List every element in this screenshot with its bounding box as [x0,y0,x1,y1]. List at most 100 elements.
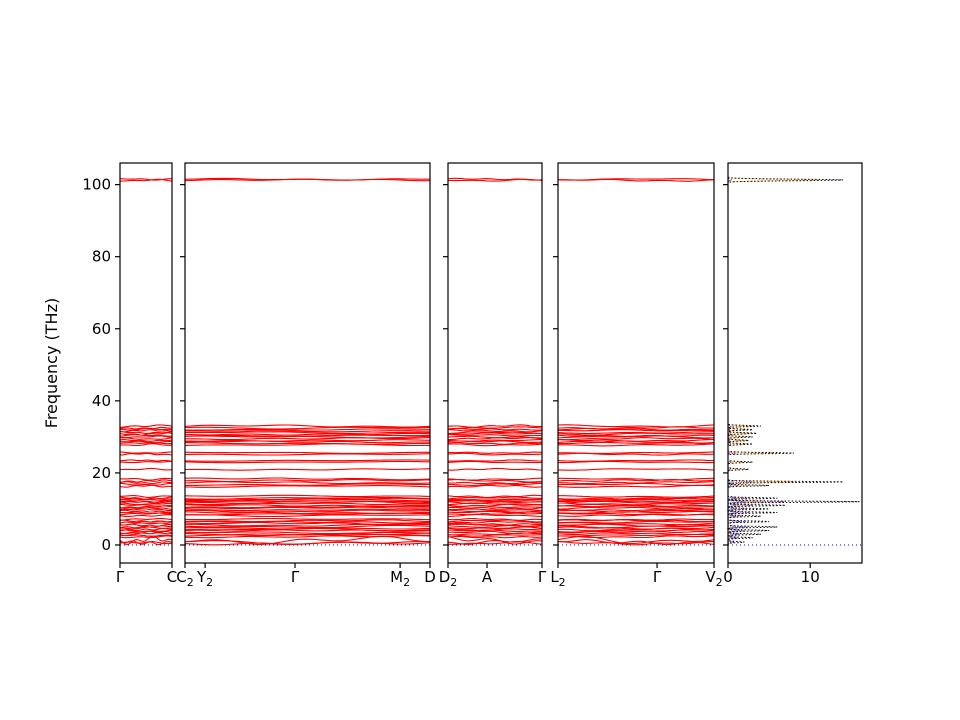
phonon-band-line [557,443,715,447]
phonon-band-line [120,500,173,503]
phonon-band-line [119,426,173,430]
phonon-band-line [119,481,173,485]
x-tick-label-kpoint: Γ [116,568,125,586]
phonon-band-line [119,506,172,510]
phonon-band-line [120,178,172,181]
phonon-band-line [184,428,430,431]
phonon-band-line [448,508,542,512]
phonon-band-line [184,509,431,513]
panel-frame [557,162,715,564]
phonon-band-line [120,424,173,428]
phonon-band-line [184,468,431,471]
phonon-band-line [184,521,431,525]
phonon-band-line [448,435,543,439]
x-tick-label-kpoint: Γ [653,568,662,586]
phonon-band-line [119,532,173,535]
phonon-band-line [119,535,173,539]
phonon-band-line [184,517,431,521]
phonon-band-line [120,479,173,483]
phonon-band-line [447,496,542,500]
phonon-band-line [448,517,543,521]
phonon-band-line [558,525,714,529]
phonon-band-line [119,508,173,512]
phonon-band-line [119,522,173,526]
phonon-band-line [447,443,543,447]
phonon-band-line [558,441,715,445]
phonon-band-line [120,431,172,434]
phonon-band-line [448,459,543,462]
phonon-band-line [447,512,543,516]
phonon-band-line [557,505,715,508]
phonon-band-line [185,426,431,430]
phonon-band-line [184,460,431,464]
phonon-band-line [557,527,715,532]
phonon-band-line [185,499,431,502]
x-tick-label-kpoint: C2 [176,568,193,589]
phonon-band-line [557,481,715,485]
phonon-band-line [447,434,542,437]
phonon-band-line [447,503,543,507]
phonon-band-line [185,514,431,518]
phonon-band-line [185,483,430,486]
phonon-band-line [447,523,543,527]
phonon-band-line [448,477,542,481]
phonon-band-line [448,513,542,517]
phonon-band-line [185,442,431,445]
phonon-band-line [447,538,542,545]
phonon-band-line [119,439,173,442]
phonon-band-line [448,530,542,535]
phonon-band-line [557,518,715,521]
phonon-band-line [447,467,543,471]
phonon-band-line [119,534,173,537]
phonon-band-line [448,431,542,434]
x-tick-label-kpoint: Y2 [196,568,213,589]
phonon-band-line [120,443,173,447]
phonon-band-line [184,523,431,527]
phonon-band-line [558,499,714,502]
phonon-band-line [184,481,431,485]
phonon-band-line [184,511,430,515]
y-tick-label: 20 [92,464,111,482]
phonon-band-line [447,509,542,513]
x-tick-label-kpoint: L2 [550,568,565,589]
phonon-band-line [557,526,715,530]
phonon-band-line [119,432,173,436]
phonon-band-line [557,539,715,545]
phonon-band-line [120,502,173,506]
dos-x-tick-label: 0 [723,568,733,586]
phonon-band-line [447,424,543,428]
phonon-band-line [184,459,431,462]
phonon-band-line [557,429,715,432]
phonon-band-line [558,477,714,481]
phonon-band-line [447,460,543,464]
phonon-band-line [557,535,715,539]
phonon-band-line [120,452,173,456]
phonon-band-line [119,429,173,433]
y-axis-label: Frequency (THz) [42,298,61,428]
phonon-band-line [557,520,715,524]
phonon-band-line [184,477,431,481]
phonon-band-line [119,519,173,523]
x-tick-label-kpoint: Γ [538,568,547,586]
phonon-band-line [447,482,542,486]
phonon-band-line [557,496,715,500]
dos-x-tick-label: 10 [801,568,820,586]
phonon-band-line [557,535,715,545]
phonon-band-line [120,526,172,530]
phonon-band-line [448,429,543,433]
phonon-band-line [119,535,173,545]
phonon-band-line [119,459,173,462]
x-tick-label-kpoint: D [424,568,436,586]
phonon-band-line [448,426,542,430]
phonon-band-line [119,467,173,471]
phonon-band-line [120,517,173,521]
phonon-band-line [119,529,173,533]
phonon-band-line [185,437,431,441]
phonon-band-line [557,508,714,512]
phonon-band-line [184,531,431,535]
phonon-band-line [184,485,431,488]
phonon-band-line [557,439,714,442]
y-tick-label: 100 [82,176,111,194]
